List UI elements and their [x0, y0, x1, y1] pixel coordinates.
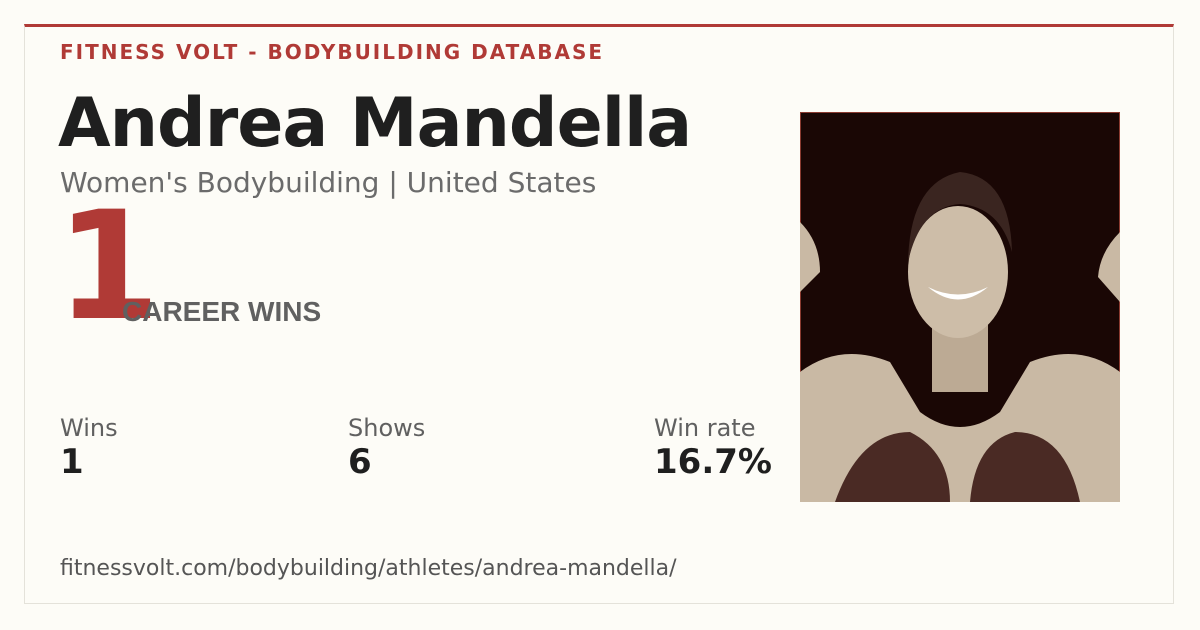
athlete-photo: [800, 112, 1120, 502]
photo-hair: [908, 172, 1012, 262]
athlete-name: Andrea Mandella: [58, 84, 692, 163]
stat-label: Win rate: [654, 414, 756, 442]
photo-face: [908, 206, 1008, 338]
photo-smile: [928, 287, 988, 300]
stat-value: 1: [60, 442, 84, 482]
career-wins-number: 1: [56, 180, 160, 354]
stat-value: 16.7%: [654, 442, 772, 482]
stat-value: 6: [348, 442, 372, 482]
stat-label: Shows: [348, 414, 426, 442]
stat-label: Wins: [60, 414, 118, 442]
site-header: FITNESS VOLT - BODYBUILDING DATABASE: [60, 40, 605, 64]
career-wins-label: CAREER WINS: [122, 296, 322, 327]
profile-url: fitnessvolt.com/bodybuilding/athletes/an…: [60, 556, 677, 581]
photo-top: [835, 432, 1080, 502]
athlete-subtitle: Women's Bodybuilding | United States: [60, 166, 597, 199]
